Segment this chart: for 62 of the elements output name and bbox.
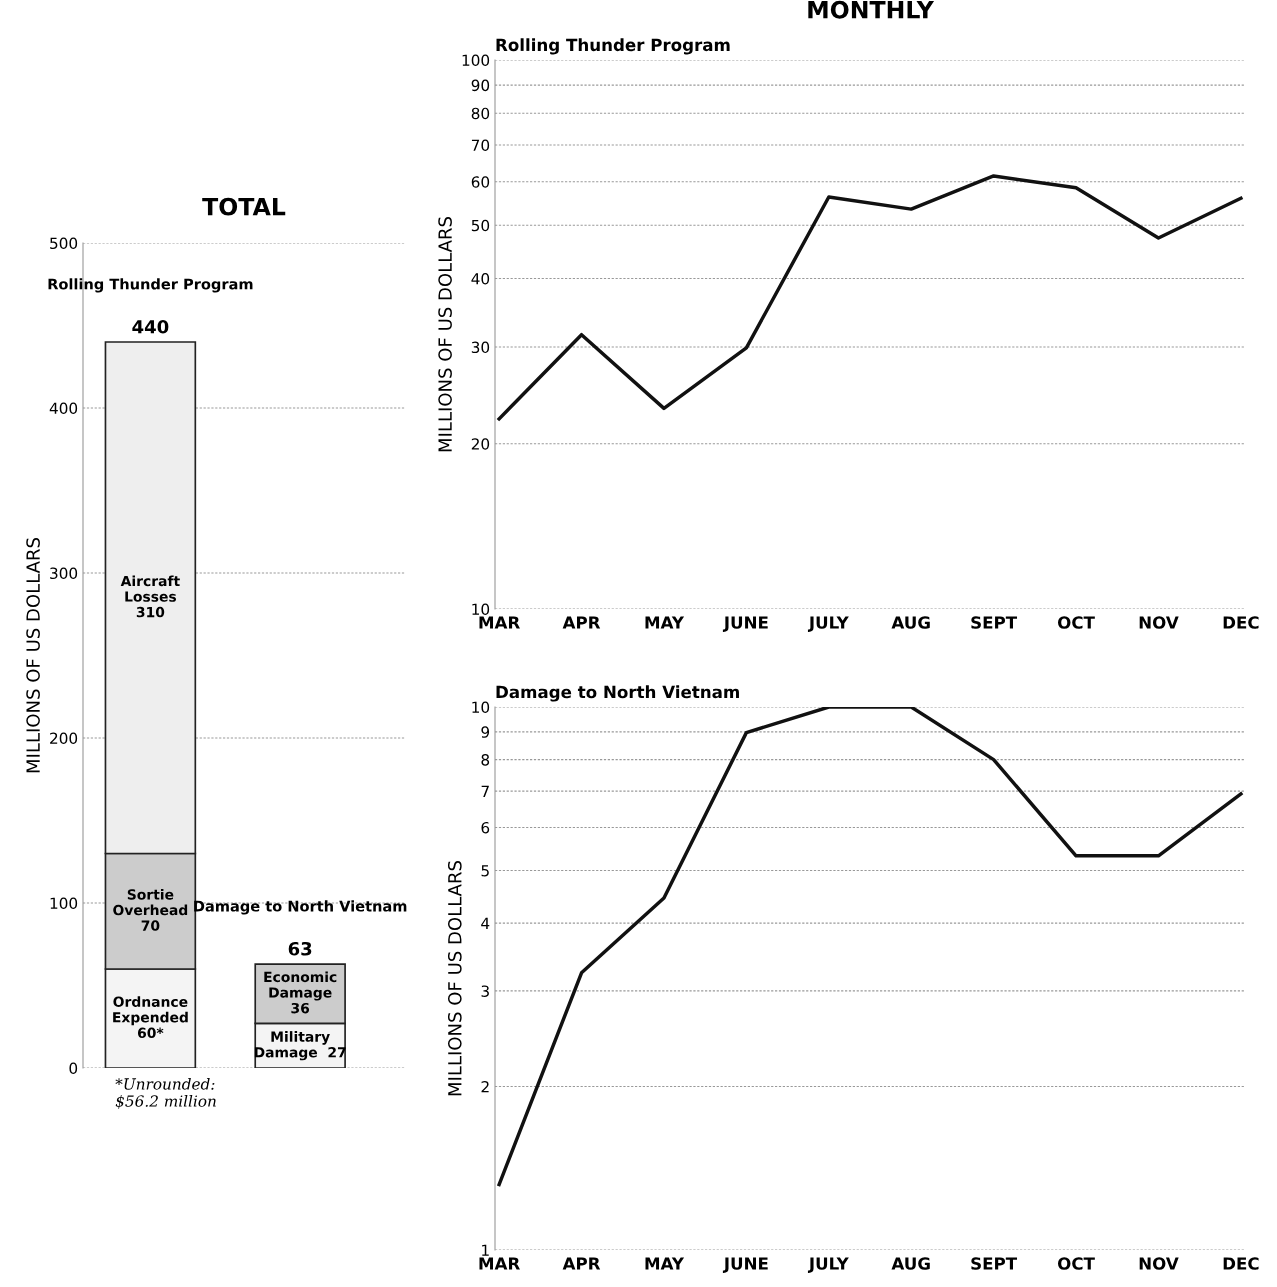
y-tick-label: 200 <box>50 732 78 745</box>
y-tick-label: 70 <box>471 139 490 152</box>
y-tick-label: 3 <box>481 985 489 997</box>
y-tick-label: 300 <box>50 567 78 580</box>
chart-subtitle: Damage to North Vietnam <box>496 685 739 702</box>
x-tick-label: JUNE <box>722 1257 768 1273</box>
data-label: Economic Damage 36 <box>264 971 337 1014</box>
y-tick-label: 60 <box>471 176 490 188</box>
y-tick-label: 10 <box>472 603 490 616</box>
x-tick-label: JULY <box>807 616 849 632</box>
y-tick-label: 9 <box>481 726 490 738</box>
y-tick-label: 30 <box>471 341 490 354</box>
chart-subtitle: Rolling Thunder Program <box>496 38 730 55</box>
y-tick-label: 80 <box>471 107 490 120</box>
y-axis-title: MILLIONS OF US DOLLARS <box>438 217 452 452</box>
total-label: 63 <box>288 941 312 956</box>
x-tick-label: APR <box>562 616 601 629</box>
x-tick-label: SEPT <box>971 616 1018 629</box>
y-tick-label: 6 <box>481 821 490 834</box>
line-series <box>497 707 1243 1187</box>
y-tick-label: 90 <box>471 79 490 92</box>
x-tick-label: NOV <box>1139 616 1179 629</box>
x-tick-label: JULY <box>807 1257 849 1273</box>
y-tick-label: 100 <box>50 897 78 910</box>
y-tick-label: 50 <box>471 219 490 232</box>
x-tick-label: OCT <box>1057 1257 1095 1270</box>
y-tick-label: 400 <box>49 402 78 415</box>
y-axis-title: MILLIONS OF US DOLLARS <box>447 861 462 1096</box>
x-tick-label: OCT <box>1057 616 1095 629</box>
text: *Unrounded: $56.2 million <box>115 1077 216 1109</box>
y-tick-label: 1 <box>482 1244 489 1256</box>
y-tick-label: 10 <box>472 701 490 714</box>
data-label: Sortie Overhead 70 <box>113 888 188 931</box>
x-tick-label: MAY <box>645 616 685 629</box>
x-tick-label: MAR <box>479 1257 520 1270</box>
x-tick-label: APR <box>562 1257 601 1270</box>
y-tick-label: 100 <box>462 54 490 67</box>
x-tick-label: AUG <box>891 616 930 629</box>
x-tick-label: DEC <box>1223 1257 1259 1270</box>
x-tick-label: DEC <box>1223 616 1259 629</box>
chart-title: MONTHLY <box>808 0 935 19</box>
x-tick-label: NOV <box>1139 1257 1179 1270</box>
y-tick-label: 5 <box>481 865 489 877</box>
x-tick-label: AUG <box>891 1257 930 1270</box>
x-tick-label: JUNE <box>722 616 768 632</box>
y-tick-label: 500 <box>50 237 78 250</box>
y-tick-label: 7 <box>481 785 489 797</box>
x-tick-label: MAY <box>645 1257 685 1270</box>
total-label: 440 <box>132 319 169 334</box>
y-tick-label: 8 <box>481 754 490 766</box>
y-axis-title: MILLIONS OF US DOLLARS <box>26 538 40 773</box>
x-tick-label: MAR <box>479 616 520 629</box>
line-series <box>497 174 1243 421</box>
y-tick-label: 0 <box>69 1062 78 1075</box>
x-tick-label: SEPT <box>971 1257 1018 1270</box>
y-tick-label: 2 <box>481 1081 489 1093</box>
y-tick-label: 20 <box>471 438 490 450</box>
chart-title: TOTAL <box>202 197 286 216</box>
y-tick-label: 4 <box>481 917 490 929</box>
data-label: Ordnance Expended 60* <box>113 996 188 1039</box>
data-label: Aircraft Losses 310 <box>120 575 180 618</box>
y-tick-label: 40 <box>471 272 490 285</box>
